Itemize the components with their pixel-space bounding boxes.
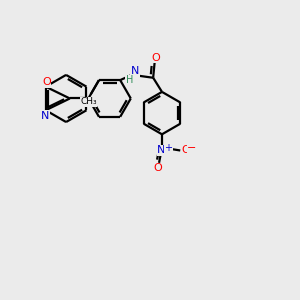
Text: N: N xyxy=(131,66,139,76)
Text: O: O xyxy=(154,163,162,173)
Text: O: O xyxy=(181,145,190,155)
Text: N: N xyxy=(157,146,166,155)
Text: CH₃: CH₃ xyxy=(80,97,97,106)
Text: H: H xyxy=(126,75,133,85)
Text: O: O xyxy=(42,77,51,87)
Text: −: − xyxy=(187,142,197,152)
Text: N: N xyxy=(41,110,49,121)
Text: +: + xyxy=(164,143,172,153)
Text: O: O xyxy=(151,53,160,63)
